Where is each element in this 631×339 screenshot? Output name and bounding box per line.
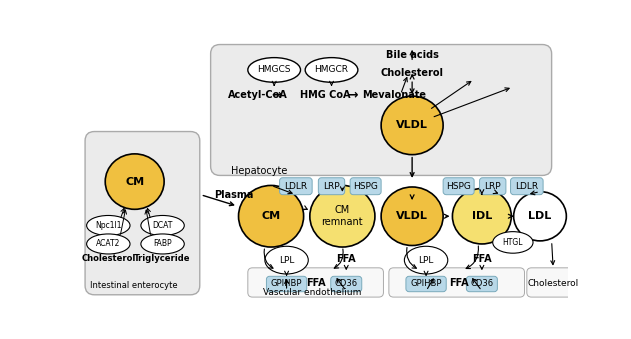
Text: CD36: CD36 <box>470 279 493 288</box>
Text: Vascular endothelium: Vascular endothelium <box>263 288 362 297</box>
FancyBboxPatch shape <box>527 268 579 297</box>
Ellipse shape <box>141 216 184 236</box>
Text: GPIHBP: GPIHBP <box>271 279 302 288</box>
Text: FFA: FFA <box>472 254 492 264</box>
Text: FABP: FABP <box>153 239 172 248</box>
FancyBboxPatch shape <box>211 44 551 175</box>
Text: LDL: LDL <box>528 211 551 221</box>
Text: LPL: LPL <box>418 256 433 265</box>
FancyBboxPatch shape <box>480 178 506 195</box>
Ellipse shape <box>381 187 443 245</box>
Text: Cholesterol: Cholesterol <box>380 67 444 78</box>
FancyBboxPatch shape <box>331 276 362 292</box>
Ellipse shape <box>305 58 358 82</box>
FancyBboxPatch shape <box>510 178 543 195</box>
Text: DCAT: DCAT <box>153 221 173 230</box>
Text: GPIHBP: GPIHBP <box>410 279 442 288</box>
FancyBboxPatch shape <box>406 276 446 292</box>
Text: Npc1l1: Npc1l1 <box>95 221 122 230</box>
Text: Bile acids: Bile acids <box>386 50 439 60</box>
Text: Plasma: Plasma <box>215 190 254 200</box>
Text: →: → <box>347 88 358 101</box>
Text: Mevalonate: Mevalonate <box>362 89 426 100</box>
Ellipse shape <box>404 246 448 274</box>
Ellipse shape <box>452 188 511 244</box>
Text: HMGCS: HMGCS <box>257 65 291 75</box>
FancyBboxPatch shape <box>280 178 312 195</box>
Text: CM: CM <box>261 211 281 221</box>
Text: HTGL: HTGL <box>503 238 523 247</box>
Text: CD36: CD36 <box>334 279 358 288</box>
Text: VLDL: VLDL <box>396 211 428 221</box>
Text: FFA: FFA <box>336 254 356 264</box>
Ellipse shape <box>265 246 309 274</box>
Text: Cholesterol: Cholesterol <box>81 254 136 263</box>
Text: IDL: IDL <box>472 211 492 221</box>
Text: CM
remnant: CM remnant <box>322 205 363 227</box>
FancyBboxPatch shape <box>350 178 381 195</box>
Text: HSPG: HSPG <box>353 182 378 191</box>
Text: CM: CM <box>125 177 144 186</box>
Ellipse shape <box>248 58 300 82</box>
Text: →: → <box>271 88 282 101</box>
Text: Intestinal enterocyte: Intestinal enterocyte <box>90 281 177 290</box>
FancyBboxPatch shape <box>266 276 307 292</box>
Text: Cholesterol: Cholesterol <box>528 279 579 288</box>
Text: Acetyl-CoA: Acetyl-CoA <box>228 89 288 100</box>
FancyBboxPatch shape <box>443 178 474 195</box>
Text: HSPG: HSPG <box>446 182 471 191</box>
Text: ACAT2: ACAT2 <box>96 239 121 248</box>
Ellipse shape <box>310 185 375 247</box>
Ellipse shape <box>239 185 304 247</box>
Text: HMGCR: HMGCR <box>314 65 348 75</box>
Text: LDLR: LDLR <box>285 182 307 191</box>
Ellipse shape <box>86 234 130 254</box>
Text: Hepatocyte: Hepatocyte <box>231 166 287 176</box>
FancyBboxPatch shape <box>389 268 524 297</box>
Ellipse shape <box>381 96 443 155</box>
Text: Triglyceride: Triglyceride <box>134 254 191 263</box>
Text: LDLR: LDLR <box>516 182 538 191</box>
Ellipse shape <box>86 216 130 236</box>
Text: LRP: LRP <box>485 182 501 191</box>
Text: LPL: LPL <box>279 256 294 265</box>
Text: LRP: LRP <box>323 182 340 191</box>
Ellipse shape <box>514 192 567 241</box>
Ellipse shape <box>105 154 164 209</box>
FancyBboxPatch shape <box>319 178 345 195</box>
Text: VLDL: VLDL <box>396 120 428 131</box>
Ellipse shape <box>493 232 533 253</box>
Text: HMG CoA: HMG CoA <box>300 89 350 100</box>
Text: FFA: FFA <box>306 278 326 288</box>
FancyBboxPatch shape <box>466 276 497 292</box>
Ellipse shape <box>141 234 184 254</box>
FancyBboxPatch shape <box>248 268 384 297</box>
FancyBboxPatch shape <box>85 132 200 295</box>
Text: FFA: FFA <box>449 278 468 288</box>
